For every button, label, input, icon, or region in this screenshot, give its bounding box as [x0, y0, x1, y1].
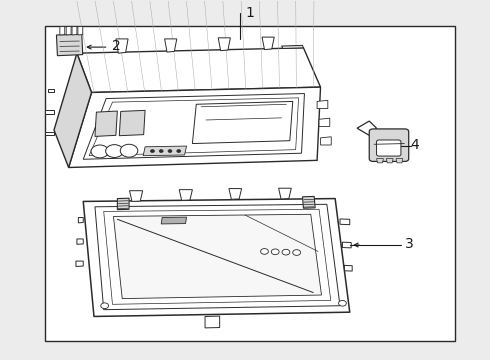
Polygon shape — [72, 26, 77, 35]
Text: 3: 3 — [405, 237, 414, 251]
Circle shape — [101, 303, 109, 309]
Polygon shape — [302, 197, 315, 208]
Polygon shape — [165, 39, 177, 52]
Circle shape — [339, 300, 346, 306]
Polygon shape — [76, 261, 83, 266]
Circle shape — [282, 249, 290, 255]
Polygon shape — [262, 37, 274, 50]
Circle shape — [168, 150, 172, 153]
Polygon shape — [229, 189, 242, 199]
FancyBboxPatch shape — [369, 129, 409, 161]
Text: 2: 2 — [113, 39, 121, 53]
Polygon shape — [193, 102, 293, 144]
Polygon shape — [117, 198, 129, 210]
Polygon shape — [343, 242, 351, 248]
Polygon shape — [320, 137, 331, 145]
Polygon shape — [317, 100, 328, 109]
Circle shape — [293, 249, 300, 255]
Circle shape — [271, 249, 279, 255]
Polygon shape — [66, 26, 71, 35]
Polygon shape — [54, 53, 92, 167]
Polygon shape — [179, 190, 193, 201]
Polygon shape — [119, 111, 145, 136]
Polygon shape — [95, 111, 117, 136]
Polygon shape — [376, 158, 383, 163]
Polygon shape — [77, 239, 83, 244]
Polygon shape — [56, 34, 83, 56]
Polygon shape — [396, 158, 403, 163]
Polygon shape — [319, 118, 330, 126]
Polygon shape — [77, 48, 320, 93]
Polygon shape — [386, 158, 393, 163]
Polygon shape — [205, 316, 220, 328]
Circle shape — [150, 150, 154, 153]
Polygon shape — [116, 39, 128, 53]
FancyBboxPatch shape — [376, 140, 401, 156]
Polygon shape — [83, 199, 350, 316]
Circle shape — [261, 249, 269, 254]
Polygon shape — [161, 217, 187, 224]
Polygon shape — [282, 45, 303, 49]
Text: 1: 1 — [245, 6, 254, 20]
Circle shape — [159, 150, 163, 153]
Circle shape — [106, 145, 123, 157]
Polygon shape — [114, 214, 321, 298]
Polygon shape — [340, 219, 350, 225]
Polygon shape — [48, 89, 54, 93]
Polygon shape — [129, 191, 143, 202]
Circle shape — [177, 150, 181, 153]
Polygon shape — [78, 217, 83, 223]
Text: 4: 4 — [411, 138, 419, 152]
Polygon shape — [78, 26, 83, 35]
Polygon shape — [69, 87, 320, 167]
Circle shape — [91, 145, 109, 158]
Polygon shape — [45, 111, 54, 114]
Polygon shape — [60, 26, 65, 35]
Polygon shape — [218, 38, 230, 51]
Polygon shape — [344, 265, 352, 271]
Polygon shape — [143, 146, 187, 156]
Polygon shape — [279, 188, 291, 199]
Polygon shape — [45, 132, 54, 135]
Circle shape — [120, 144, 138, 157]
Bar — [45, 26, 455, 341]
